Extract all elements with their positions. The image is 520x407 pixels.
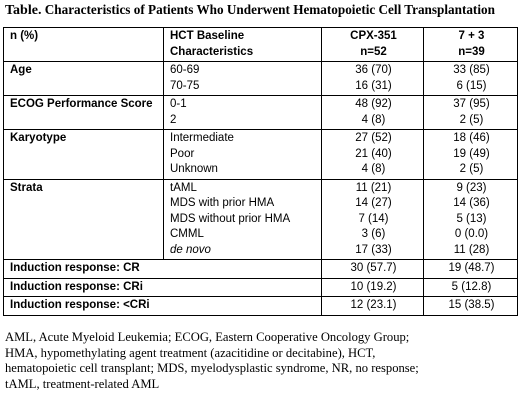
header-hct-baseline: HCT Baseline Characteristics — [163, 27, 322, 62]
std-values-cell: 37 (95) 2 (5) — [423, 95, 518, 130]
cpx-value: 12 (23.1) — [321, 296, 424, 316]
cpx-values-cell: 11 (21) 14 (27) 7 (14) 3 (6) 17 (33) — [321, 178, 424, 260]
std-value: 18 (46) — [453, 132, 490, 144]
characteristic-item: CMML — [170, 228, 204, 240]
std-value: 9 (23) — [456, 181, 487, 194]
std-value: 19 (48.7) — [423, 259, 518, 279]
cpx-value: 30 (57.7) — [321, 259, 424, 279]
header-cpx351: CPX-351 n=52 — [321, 27, 424, 62]
header-n-percent: n (%) — [3, 27, 164, 62]
row-label: Age — [3, 61, 164, 96]
cpx-values-cell: 27 (52) 21 (40) 4 (8) — [321, 129, 424, 180]
characteristic-item: Intermediate — [170, 132, 234, 144]
header-7plus3-line-1: 7 + 3 — [458, 30, 485, 42]
cpx-value: 14 (27) — [355, 197, 392, 209]
std-values-cell: 9 (23) 14 (36) 5 (13) 0 (0.0) 11 (28) — [423, 178, 518, 260]
cpx-values-cell: 36 (70) 16 (31) — [321, 61, 424, 96]
table-row-ecog: ECOG Performance Score 0-1 2 48 (92) 4 (… — [3, 95, 518, 130]
header-cpx-line-2: n=52 — [360, 45, 387, 58]
std-value: 11 (28) — [453, 243, 490, 256]
std-values-cell: 33 (85) 6 (15) — [423, 61, 518, 96]
cpx-value: 17 (33) — [355, 243, 392, 256]
characteristic-item: 2 — [170, 113, 177, 126]
table-row-induction-cr: Induction response: CR 30 (57.7) 19 (48.… — [3, 259, 518, 279]
std-value: 37 (95) — [453, 98, 490, 110]
cpx-value: 48 (92) — [355, 98, 392, 110]
header-cpx-line-1: CPX-351 — [350, 30, 397, 42]
characteristic-item: MDS with prior HMA — [170, 197, 275, 209]
table-row-induction-cri: Induction response: CRi 10 (19.2) 5 (12.… — [3, 277, 518, 297]
table-row-induction-less-cri: Induction response: <CRi 12 (23.1) 15 (3… — [3, 296, 518, 316]
characteristic-cell: 60-69 70-75 — [163, 61, 322, 96]
footnote-line: tAML, treatment-related AML — [5, 376, 160, 391]
characteristic-cell: Intermediate Poor Unknown — [163, 129, 322, 180]
header-7plus3-line-2: n=39 — [458, 45, 485, 58]
footnote-line: HMA, hypomethylating agent treatment (az… — [5, 345, 376, 360]
std-value: 6 (15) — [456, 79, 487, 92]
std-value: 19 (49) — [453, 147, 490, 160]
cpx-value: 7 (14) — [358, 212, 389, 225]
cpx-values-cell: 48 (92) 4 (8) — [321, 95, 424, 130]
footnote-line: AML, Acute Myeloid Leukemia; ECOG, Easte… — [5, 330, 410, 344]
response-label: Induction response: CR — [3, 259, 322, 279]
response-label: Induction response: <CRi — [3, 296, 322, 316]
header-hct-line-2: Characteristics — [170, 45, 254, 58]
header-hct-line-1: HCT Baseline — [170, 30, 245, 42]
response-label: Induction response: CRi — [3, 277, 322, 297]
characteristic-cell: 0-1 2 — [163, 95, 322, 130]
characteristic-item: 0-1 — [170, 98, 187, 110]
cpx-value: 11 (21) — [355, 181, 392, 194]
cpx-value: 21 (40) — [355, 147, 392, 160]
cpx-value: 16 (31) — [355, 79, 392, 92]
table-header-row: n (%) HCT Baseline Characteristics CPX-3… — [3, 27, 518, 62]
characteristic-item: de novo — [170, 243, 211, 256]
cpx-value: 4 (8) — [361, 163, 386, 175]
characteristic-item: tAML — [170, 181, 197, 194]
std-values-cell: 18 (46) 19 (49) 2 (5) — [423, 129, 518, 180]
characteristic-item: MDS without prior HMA — [170, 212, 291, 225]
characteristic-item: Poor — [170, 147, 195, 160]
std-value: 2 (5) — [459, 113, 484, 126]
row-label: Strata — [3, 178, 164, 260]
row-label: Karyotype — [3, 129, 164, 180]
characteristic-item: 60-69 — [170, 64, 200, 76]
table-row-strata: Strata tAML MDS with prior HMA MDS witho… — [3, 178, 518, 260]
std-value: 5 (12.8) — [423, 277, 518, 297]
cpx-value: 4 (8) — [361, 113, 386, 126]
table-row-karyotype: Karyotype Intermediate Poor Unknown 27 (… — [3, 129, 518, 180]
cpx-value: 3 (6) — [361, 228, 386, 240]
footnote-line: hematopoietic cell transplant; MDS, myel… — [5, 361, 419, 375]
cpx-value: 27 (52) — [355, 132, 392, 144]
header-7plus3: 7 + 3 n=39 — [423, 27, 518, 62]
characteristic-cell: tAML MDS with prior HMA MDS without prio… — [163, 178, 322, 260]
std-value: 2 (5) — [459, 163, 484, 175]
table-title-lead: Table. — [5, 3, 42, 18]
std-value: 15 (38.5) — [423, 296, 518, 316]
table-title-text: Characteristics of Patients Who Underwen… — [41, 2, 495, 17]
table-title: Table. Characteristics of Patients Who U… — [5, 2, 495, 19]
std-value: 33 (85) — [453, 64, 490, 76]
std-value: 14 (36) — [453, 197, 490, 209]
characteristic-item: 70-75 — [170, 79, 200, 92]
row-label: ECOG Performance Score — [3, 95, 164, 130]
std-value: 5 (13) — [456, 212, 487, 225]
table-row-age: Age 60-69 70-75 36 (70) 16 (31) 33 (85) … — [3, 61, 518, 96]
characteristic-item: Unknown — [170, 163, 218, 175]
table-footnote: AML, Acute Myeloid Leukemia; ECOG, Easte… — [5, 330, 517, 392]
cpx-value: 36 (70) — [355, 64, 392, 76]
cpx-value: 10 (19.2) — [321, 277, 424, 297]
std-value: 0 (0.0) — [454, 228, 489, 240]
characteristics-table: n (%) HCT Baseline Characteristics CPX-3… — [3, 27, 518, 316]
